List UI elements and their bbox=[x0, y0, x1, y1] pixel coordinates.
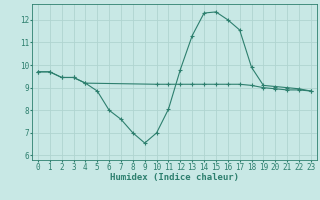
X-axis label: Humidex (Indice chaleur): Humidex (Indice chaleur) bbox=[110, 173, 239, 182]
